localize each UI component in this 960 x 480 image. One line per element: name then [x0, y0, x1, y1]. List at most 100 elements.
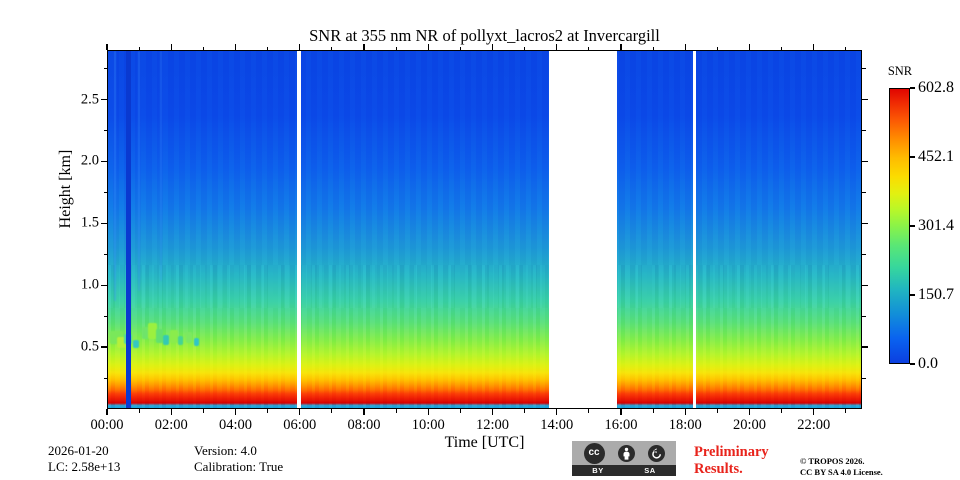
y-tick-right: [862, 284, 868, 286]
y-tick-label: 1.5: [80, 214, 99, 231]
preliminary-line-2: Results.: [694, 461, 743, 478]
y-minor-tick-right: [862, 315, 866, 317]
data-gap-thin-0600: [297, 51, 301, 408]
x-tick-top: [556, 44, 558, 50]
y-tick-right: [862, 160, 868, 163]
x-minor-tick: [716, 409, 718, 413]
x-minor-tick: [138, 409, 140, 413]
cloud-patch: [133, 340, 139, 348]
x-minor-tick: [845, 409, 847, 413]
x-minor-tick: [267, 409, 269, 413]
share-alike-icon: [647, 444, 665, 462]
x-tick-label: 02:00: [154, 417, 188, 433]
x-tick-label: 06:00: [283, 417, 317, 433]
y-minor-tick-right: [862, 129, 866, 131]
x-tick-label: 10:00: [411, 417, 445, 433]
cloud-patch: [142, 327, 149, 339]
x-minor-tick-top: [781, 46, 783, 50]
y-tick: [101, 98, 107, 101]
x-minor-tick-top: [845, 46, 847, 50]
x-tick-label: 08:00: [347, 417, 381, 433]
x-axis-label: Time [UTC]: [444, 434, 525, 451]
x-minor-tick: [524, 409, 526, 413]
colorbar-tick: [910, 87, 915, 89]
signal-streak: [138, 51, 140, 291]
cloud-patch: [194, 338, 199, 346]
cloud-patch: [163, 335, 169, 345]
x-tick-label: 20:00: [733, 417, 767, 433]
y-minor-tick: [103, 253, 107, 255]
copyright-line-1: © TROPOS 2026.: [800, 456, 865, 466]
x-minor-tick: [652, 409, 654, 413]
x-tick: [748, 409, 751, 415]
x-tick-top: [363, 44, 365, 50]
cc-sa-label: SA: [644, 466, 656, 475]
x-tick: [491, 409, 494, 415]
x-tick-top: [748, 44, 751, 50]
x-minor-tick-top: [331, 46, 333, 50]
cloud-patch: [186, 332, 192, 343]
cloud-patch: [117, 337, 127, 348]
preliminary-results-notice: Preliminary Results.: [694, 444, 769, 478]
y-tick: [101, 346, 107, 348]
x-tick-label: 22:00: [797, 417, 831, 433]
x-tick: [556, 409, 558, 415]
x-tick: [363, 409, 365, 415]
y-minor-tick: [103, 191, 107, 193]
colorbar-tick-label: 452.1: [918, 148, 954, 165]
signal-streak: [114, 51, 116, 301]
y-minor-tick-right: [862, 191, 866, 193]
x-minor-tick-top: [588, 46, 590, 50]
colorbar-title: SNR: [887, 64, 913, 78]
x-tick-label: 12:00: [476, 417, 510, 433]
x-tick: [106, 409, 108, 415]
upper-noise-texture: [108, 51, 861, 309]
x-tick-label: 18:00: [668, 417, 702, 433]
y-minor-tick-right: [862, 68, 866, 70]
x-minor-tick: [202, 409, 204, 413]
cloud-patch: [148, 323, 157, 339]
x-tick-label: 14:00: [540, 417, 574, 433]
cloud-patch: [170, 330, 178, 343]
y-tick: [101, 284, 107, 286]
cloud-patch: [178, 336, 183, 345]
y-tick: [101, 222, 107, 224]
cc-badge-cc-label: cc: [588, 447, 600, 458]
x-minor-tick: [781, 409, 783, 413]
x-tick-top: [620, 44, 622, 50]
colorbar-gradient: [889, 88, 910, 364]
x-tick-top: [813, 44, 815, 50]
cc-by-label: BY: [592, 466, 604, 475]
snr-heatmap: [108, 51, 861, 408]
y-tick-label: 0.5: [80, 338, 99, 355]
x-tick: [234, 409, 237, 415]
x-tick-label: 16:00: [604, 417, 638, 433]
preliminary-line-1: Preliminary: [694, 444, 769, 460]
cc-license-badge-icon[interactable]: cc BY SA: [572, 441, 676, 476]
x-minor-tick: [588, 409, 590, 413]
colorbar[interactable]: [889, 88, 910, 364]
y-minor-tick-right: [862, 253, 866, 255]
y-tick-right: [862, 346, 868, 348]
x-minor-tick: [395, 409, 397, 413]
x-tick-top: [106, 44, 108, 50]
footer-lidar-constant: LC: 2.58e+13: [48, 459, 121, 474]
x-tick: [684, 409, 686, 415]
heatmap-axes[interactable]: [107, 50, 862, 409]
x-minor-tick-top: [395, 46, 397, 50]
signal-streak: [160, 51, 162, 281]
page-title: SNR at 355 nm NR of pollyxt_lacros2 at I…: [309, 26, 660, 45]
y-minor-tick-right: [862, 377, 866, 379]
colorbar-tick: [910, 294, 915, 296]
y-tick-right: [862, 222, 868, 224]
colorbar-tick-label: 602.8: [918, 79, 954, 96]
aerosol-layer-texture: [108, 265, 861, 408]
copyright-line-2: CC BY SA 4.0 License.: [800, 467, 883, 478]
footer-date: 2026-01-20: [48, 443, 109, 458]
colorbar-tick-label: 301.4: [918, 217, 954, 234]
x-minor-tick: [331, 409, 333, 413]
x-tick: [620, 409, 622, 415]
x-tick: [299, 409, 301, 415]
x-minor-tick-top: [138, 46, 140, 50]
